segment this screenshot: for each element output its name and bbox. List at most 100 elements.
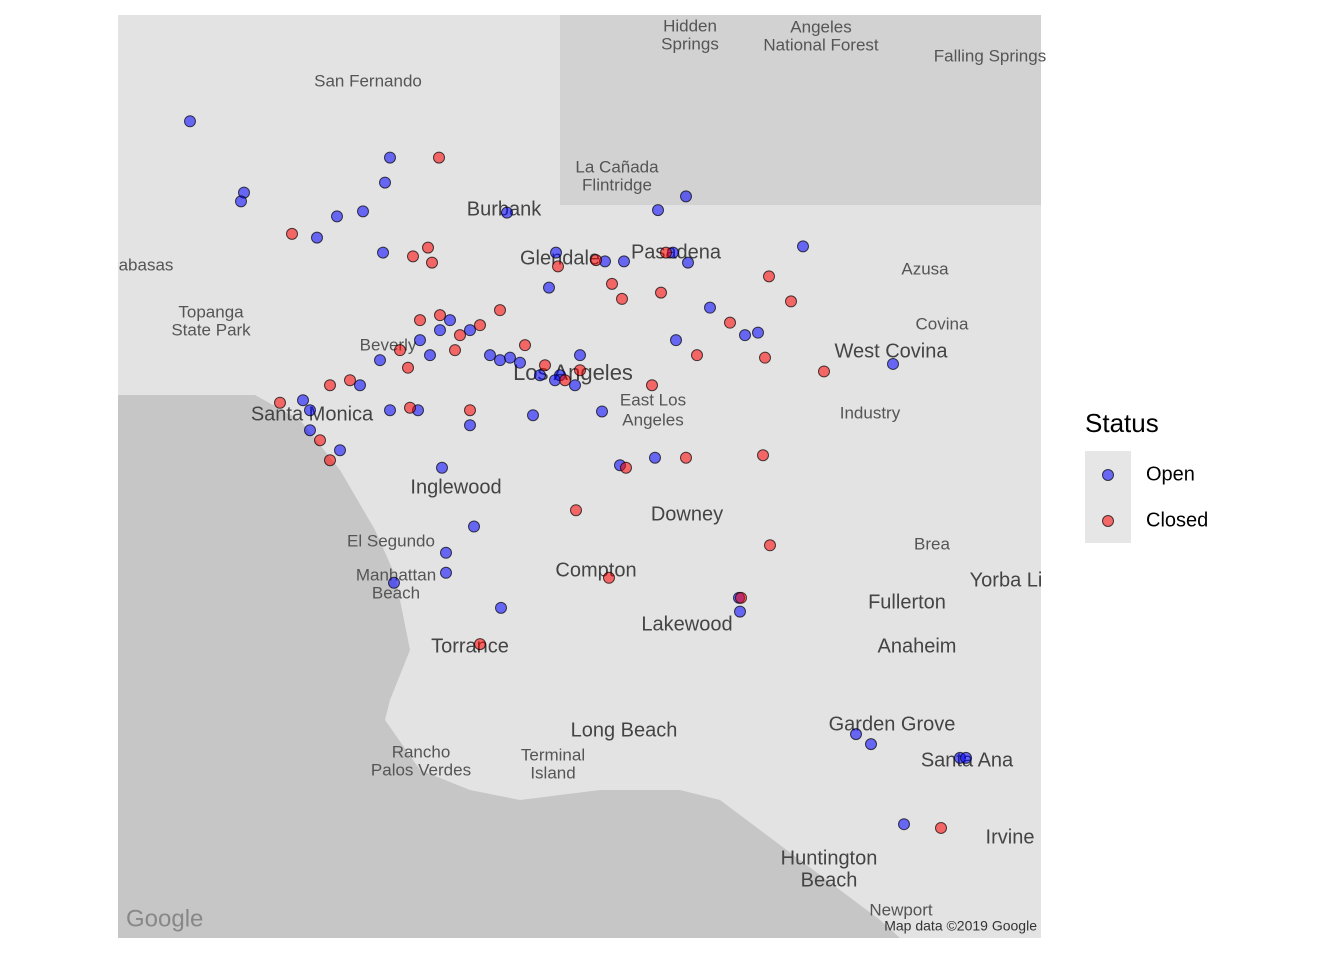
point xyxy=(449,344,461,357)
point xyxy=(818,365,830,378)
point xyxy=(474,319,486,332)
point xyxy=(424,349,436,362)
point xyxy=(549,374,561,387)
point xyxy=(314,434,326,447)
point xyxy=(797,240,809,253)
place: Brea xyxy=(914,534,950,553)
point xyxy=(357,205,369,218)
point xyxy=(274,396,286,409)
point xyxy=(764,539,776,552)
point xyxy=(735,591,747,604)
point xyxy=(354,379,366,392)
point xyxy=(436,461,448,474)
point xyxy=(670,334,682,347)
point xyxy=(426,256,438,269)
place: Industry xyxy=(840,403,901,422)
point xyxy=(388,576,400,589)
point xyxy=(646,379,658,392)
point xyxy=(324,454,336,467)
point xyxy=(440,566,452,579)
point xyxy=(464,404,476,417)
google-logo: Google xyxy=(126,905,203,932)
point xyxy=(394,344,406,357)
point xyxy=(484,349,496,362)
point xyxy=(344,374,356,387)
point xyxy=(377,246,389,259)
point xyxy=(935,821,947,834)
point xyxy=(552,260,564,273)
place: La Cañada xyxy=(575,157,659,176)
point xyxy=(407,250,419,263)
place: Manhattan xyxy=(356,565,436,584)
place: East Los xyxy=(620,390,686,409)
place: abasas xyxy=(119,255,174,274)
point xyxy=(691,349,703,362)
place: Topanga xyxy=(178,302,244,321)
place: Glendale xyxy=(520,247,600,269)
mountains xyxy=(560,15,1041,205)
point xyxy=(850,728,862,741)
point xyxy=(620,461,632,474)
place: Beach xyxy=(372,583,420,602)
point xyxy=(519,339,531,352)
point xyxy=(495,601,507,614)
point xyxy=(603,571,615,584)
point xyxy=(590,254,602,267)
place: Azusa xyxy=(901,259,949,278)
point xyxy=(660,246,672,259)
point xyxy=(757,449,769,462)
point xyxy=(434,309,446,322)
point xyxy=(704,301,716,314)
legend-keys xyxy=(1085,451,1131,543)
point xyxy=(494,304,506,317)
attribution: Map data ©2019 Google xyxy=(884,918,1037,934)
point xyxy=(550,246,562,259)
point xyxy=(559,374,571,387)
place: El Segundo xyxy=(347,531,435,550)
legend-key xyxy=(1102,515,1114,527)
point xyxy=(414,314,426,327)
place: Irvine xyxy=(986,826,1035,848)
point xyxy=(569,379,581,392)
place: Terminal xyxy=(521,745,585,764)
point xyxy=(235,195,247,208)
point xyxy=(734,605,746,618)
place: West Covina xyxy=(834,340,948,362)
point xyxy=(887,357,899,370)
point xyxy=(464,419,476,432)
point xyxy=(539,359,551,372)
point xyxy=(384,404,396,417)
point xyxy=(504,351,516,364)
point xyxy=(464,324,476,337)
place: Anaheim xyxy=(878,635,957,657)
points xyxy=(184,115,972,834)
point xyxy=(618,255,630,268)
point xyxy=(324,379,336,392)
point xyxy=(785,295,797,308)
place: Flintridge xyxy=(582,175,652,194)
point xyxy=(759,351,771,364)
ocean xyxy=(118,395,900,938)
place: Inglewood xyxy=(410,476,501,498)
place: Fullerton xyxy=(868,591,946,613)
place: Palos Verdes xyxy=(371,760,471,779)
point xyxy=(468,520,480,533)
place: Beverly xyxy=(360,335,417,354)
point xyxy=(433,151,445,164)
point xyxy=(739,329,751,342)
point xyxy=(527,409,539,422)
place: Hidden xyxy=(663,16,717,35)
point xyxy=(652,204,664,217)
place: Angeles xyxy=(790,17,851,36)
place: Compton xyxy=(555,559,636,581)
point xyxy=(752,326,764,339)
place: Downey xyxy=(651,503,723,525)
place: Yorba Li xyxy=(970,569,1043,591)
point xyxy=(724,316,736,329)
point xyxy=(570,504,582,517)
place: Newport xyxy=(869,900,933,919)
place: Torrance xyxy=(431,635,509,657)
point xyxy=(297,394,309,407)
place: Rancho xyxy=(392,742,451,761)
